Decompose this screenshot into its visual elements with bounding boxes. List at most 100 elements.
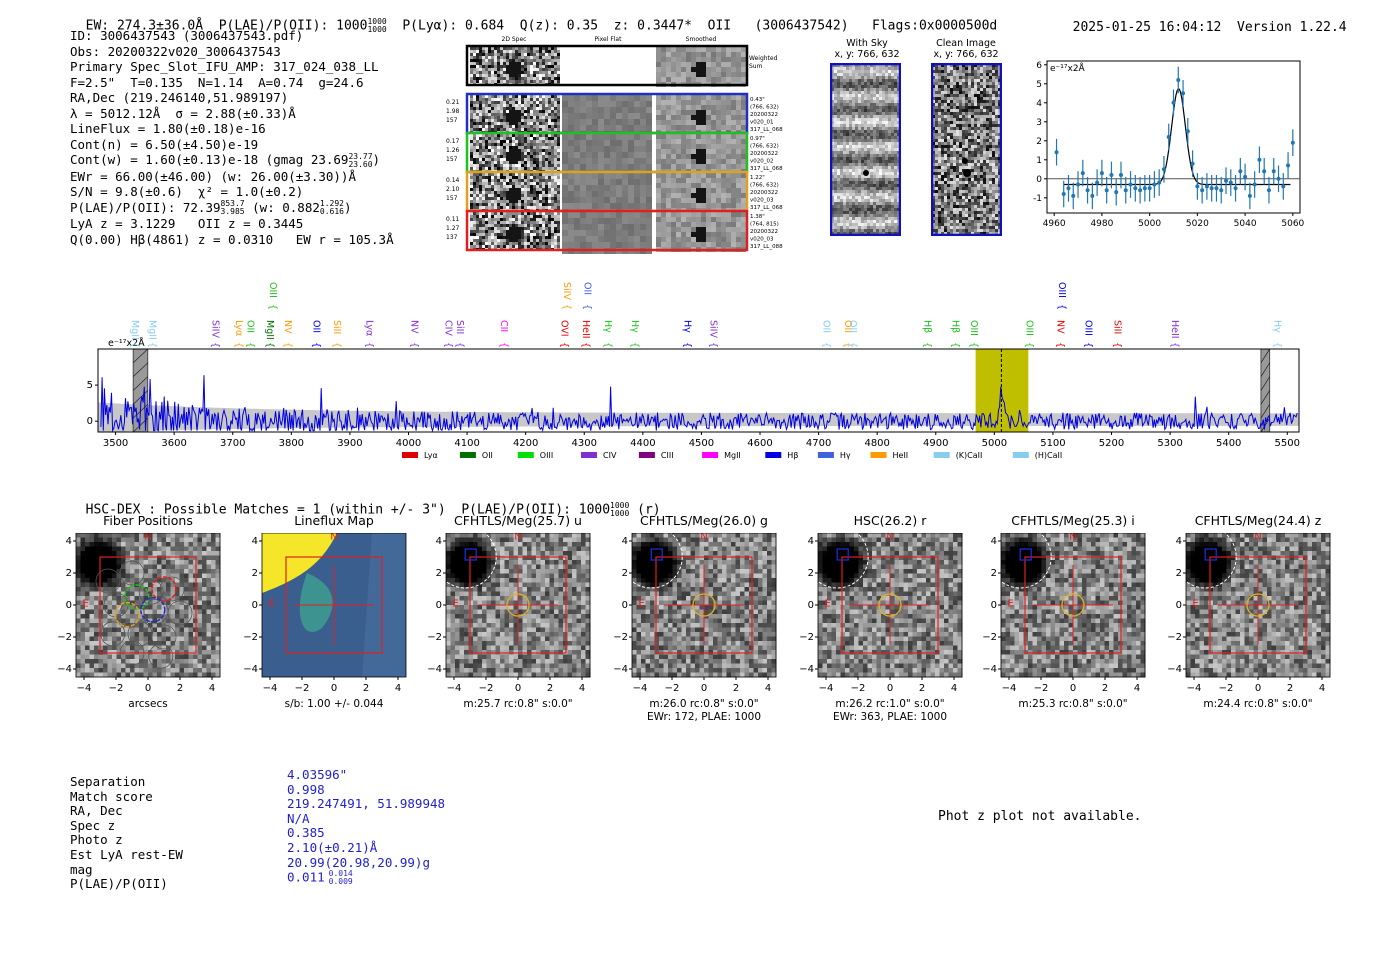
pixel (557, 122, 560, 125)
pixel (524, 116, 527, 119)
pixel (548, 95, 551, 98)
pixel (834, 181, 837, 184)
pixel (542, 224, 545, 227)
pixel (741, 62, 746, 67)
pixel (858, 172, 861, 175)
pixel (634, 113, 640, 119)
pixel (691, 105, 696, 110)
pixel (574, 173, 580, 179)
pixel (864, 121, 867, 124)
pixel (500, 197, 503, 200)
pixel (870, 121, 873, 124)
pixel (855, 196, 858, 199)
pixel (548, 191, 551, 194)
pixel (491, 116, 494, 119)
pixel (491, 140, 494, 143)
pixel (716, 203, 721, 208)
pixel (518, 134, 521, 137)
pixel (731, 188, 736, 193)
weighted-sum-frame (465, 44, 749, 87)
pixel (482, 188, 485, 191)
pixel (473, 65, 476, 68)
pixel (731, 159, 736, 164)
pixel (843, 91, 846, 94)
pixel (959, 121, 962, 124)
pixel (843, 154, 846, 157)
pixel (562, 203, 568, 209)
pixel (861, 175, 864, 178)
pixel (891, 145, 894, 148)
pixel (542, 77, 545, 80)
pixel (998, 118, 1001, 121)
pixel (950, 112, 953, 115)
pixel (557, 149, 560, 152)
pixel (473, 68, 476, 71)
pixel (488, 236, 491, 239)
header-line: EW: 274.3±36.0Å P(LAE)/P(OII): 1000 1000 1… (70, 3, 998, 34)
pixel (482, 56, 485, 59)
pixel (640, 164, 646, 170)
pixel (971, 109, 974, 112)
pixel (831, 82, 834, 85)
cutout-right-label: 317_LL_068 (750, 127, 783, 133)
pixel (885, 145, 888, 148)
pixel (837, 73, 840, 76)
pixel (736, 159, 741, 164)
cutout-left-label: 0.14 (446, 177, 460, 184)
info-q: Q(0.00) Hβ(4861) z = 0.0310 EW r = 105.3… (70, 231, 394, 247)
pixel (551, 227, 554, 230)
pixel (843, 121, 846, 124)
pixel (971, 112, 974, 115)
pixel (500, 185, 503, 188)
pixel (706, 72, 711, 77)
pixel (500, 215, 503, 218)
pixel (521, 59, 524, 62)
pixel (509, 236, 512, 239)
pixel (574, 185, 580, 191)
pixel (661, 134, 666, 139)
pixel (634, 107, 640, 113)
pixel (882, 184, 885, 187)
header-plae: P(LAE)/P(OII): 1000 (218, 18, 368, 34)
pixel (696, 100, 701, 105)
pixel (831, 232, 834, 235)
pixel (568, 203, 574, 209)
pixel (506, 233, 509, 236)
pixel (864, 94, 867, 97)
pixel (485, 125, 488, 128)
pixel (515, 164, 518, 167)
pixel (506, 188, 509, 191)
pixel (891, 109, 894, 112)
pixel (882, 64, 885, 67)
pixel (488, 245, 491, 248)
pixel (494, 110, 497, 113)
pixel (941, 70, 944, 73)
pixel (500, 149, 503, 152)
pixel (494, 65, 497, 68)
pixel (846, 103, 849, 106)
pixel (497, 164, 500, 167)
pixel (488, 221, 491, 224)
pixel (696, 183, 701, 188)
pixel (476, 62, 479, 65)
pixel (500, 194, 503, 197)
pixel (518, 101, 521, 104)
pixel (545, 110, 548, 113)
pixel (968, 97, 971, 100)
pixel (852, 124, 855, 127)
pixel (515, 125, 518, 128)
pixel (562, 164, 568, 170)
pixel (843, 151, 846, 154)
pixel (676, 125, 681, 130)
pixel (548, 59, 551, 62)
pixel (557, 161, 560, 164)
pixel (512, 95, 515, 98)
pixel (671, 100, 676, 105)
pixel (509, 203, 512, 206)
pixel (947, 118, 950, 121)
pixel (840, 124, 843, 127)
pixel (846, 223, 849, 226)
pixel (622, 107, 628, 113)
pixel (509, 188, 512, 191)
pixel (840, 70, 843, 73)
